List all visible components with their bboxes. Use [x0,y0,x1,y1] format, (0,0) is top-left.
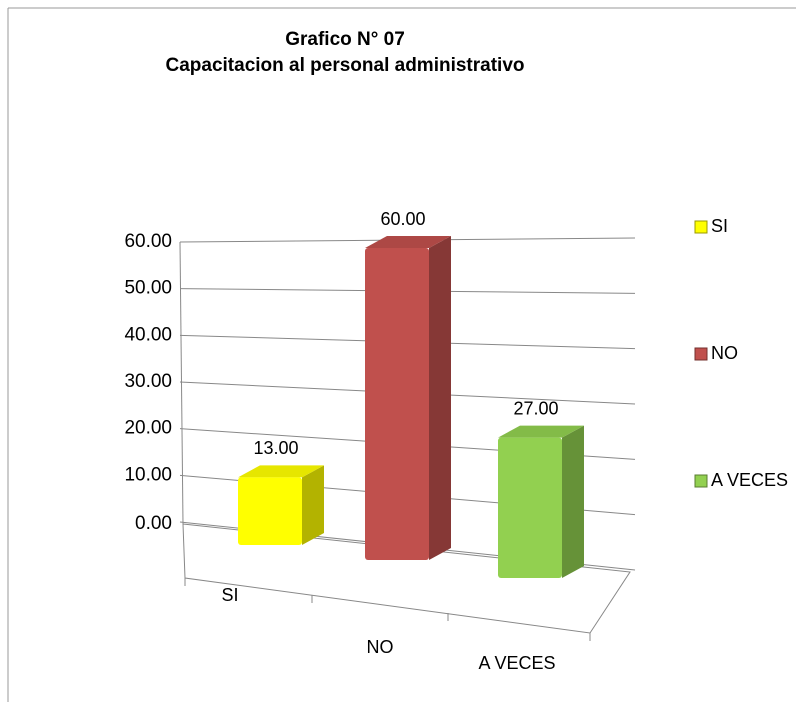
legend-swatch [694,347,708,361]
bar-side [429,236,451,560]
value-label: 60.00 [380,209,425,229]
y-tick-label: 20.00 [124,418,172,439]
x-tick-label: SI [221,585,238,605]
y-tick-label: 60.00 [124,231,172,252]
value-label: 13.00 [253,438,298,458]
bar-top [365,236,451,248]
legend-label: NO [711,343,738,363]
x-tick-label: A VECES [478,653,555,673]
bar [498,437,562,578]
x-tick-label: NO [367,637,394,657]
bar-side [562,425,584,578]
bar [238,477,302,545]
y-axis [179,241,184,525]
legend-label: A VECES [711,470,788,490]
bar-top [238,465,324,478]
legend-swatch [694,474,708,488]
chart-title: Grafico N° 07 [285,29,405,50]
bar-top [498,425,584,438]
bar-side [302,465,324,545]
y-tick-label: 30.00 [124,371,172,392]
y-tick-label: 10.00 [124,464,172,485]
y-tick-label: 40.00 [124,324,172,345]
bar [365,248,429,560]
legend-swatch [694,220,708,234]
value-label: 27.00 [513,398,558,418]
y-tick-label: 50.00 [124,278,172,299]
chart-subtitle: Capacitacion al personal administrativo [166,55,525,76]
y-tick-label: 0.00 [135,513,172,534]
legend-label: SI [711,216,728,236]
